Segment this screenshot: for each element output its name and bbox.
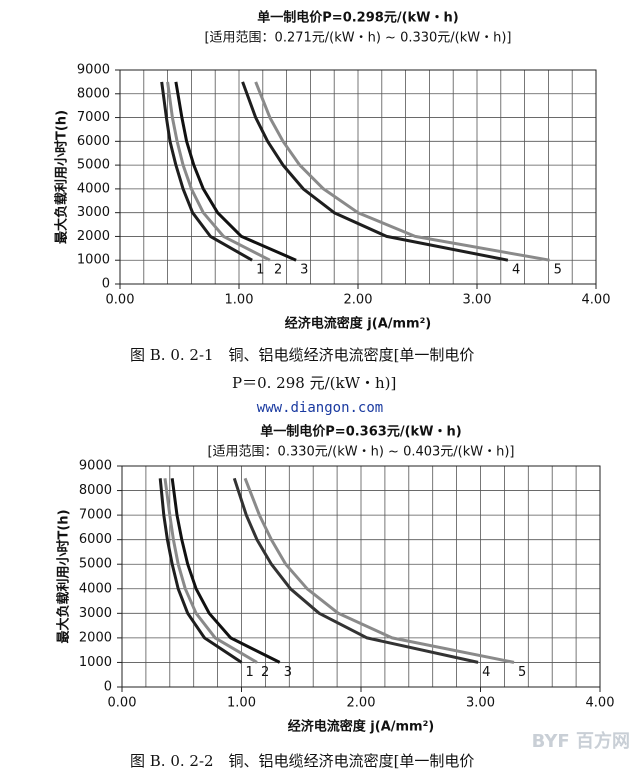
- series-line: [241, 81, 509, 262]
- x-tick-label: 3.00: [463, 293, 492, 308]
- y-tick-label: 3000: [79, 606, 112, 621]
- x-tick-label: 4.00: [582, 293, 611, 308]
- y-tick-label: 4000: [77, 181, 110, 196]
- y-tick-label: 0: [102, 277, 110, 292]
- y-tick-label: 4000: [79, 581, 112, 596]
- y-tick-label: 9000: [77, 63, 110, 78]
- figure-caption: P＝0. 298 元/(kW・h)]: [232, 374, 396, 392]
- chart-subtitle: [适用范围：0.271元/(kW・h) ~ 0.330元/(kW・h)]: [204, 31, 511, 46]
- series-label: 3: [284, 665, 292, 680]
- chart-subtitle: [适用范围：0.330元/(kW・h) ~ 0.403元/(kW・h)]: [207, 445, 514, 460]
- plot-frame: [119, 69, 597, 285]
- x-tick-label: 3.00: [466, 696, 495, 711]
- y-tick-label: 1000: [79, 655, 112, 670]
- y-tick-label: 7000: [77, 110, 110, 125]
- y-tick-label: 6000: [77, 134, 110, 149]
- x-axis-label: 经济电流密度 j(A/mm²): [288, 719, 434, 735]
- plot-frame: [121, 465, 601, 688]
- series-line: [170, 478, 281, 664]
- series-label: 1: [256, 263, 264, 278]
- y-tick-label: 0: [104, 680, 112, 695]
- series-line: [232, 477, 479, 664]
- series-label: 5: [554, 263, 562, 278]
- series-line: [163, 478, 258, 664]
- y-tick-label: 2000: [77, 229, 110, 244]
- x-tick-label: 4.00: [586, 696, 615, 711]
- series-label: 1: [246, 665, 254, 680]
- x-axis-label: 经济电流密度 j(A/mm²): [285, 316, 431, 332]
- series-label: 2: [274, 263, 282, 278]
- y-tick-label: 5000: [79, 557, 112, 572]
- chart-title: 单一制电价P=0.298元/(kW・h): [257, 10, 458, 26]
- y-tick-label: 6000: [79, 532, 112, 547]
- series-line: [158, 478, 243, 664]
- watermark: BYF 百方网: [532, 730, 630, 752]
- x-tick-label: 0.00: [108, 696, 137, 711]
- y-tick-label: 8000: [79, 483, 112, 498]
- x-tick-label: 1.00: [227, 696, 256, 711]
- x-tick-label: 1.00: [225, 293, 254, 308]
- chart-title: 单一制电价P=0.363元/(kW・h): [260, 424, 461, 440]
- series-line: [160, 81, 253, 262]
- x-tick-label: 2.00: [347, 696, 376, 711]
- x-tick-label: 2.00: [344, 293, 373, 308]
- figure-caption: 图 B. 0. 2-2 铜、铝电缆经济电流密度[单一制电价: [130, 752, 474, 770]
- y-tick-label: 7000: [79, 508, 112, 523]
- y-tick-label: 2000: [79, 630, 112, 645]
- y-tick-label: 5000: [77, 158, 110, 173]
- series-line: [243, 477, 515, 664]
- series-line: [254, 81, 550, 262]
- series-label: 4: [482, 665, 490, 680]
- x-tick-label: 0.00: [106, 293, 135, 308]
- series-label: 4: [512, 263, 520, 278]
- y-tick-label: 8000: [77, 86, 110, 101]
- y-axis-label: 最大负载利用小时T(h): [56, 509, 72, 643]
- series-line: [166, 81, 271, 262]
- series-label: 5: [518, 665, 526, 680]
- y-tick-label: 9000: [79, 459, 112, 474]
- figure-caption: 图 B. 0. 2-1 铜、铝电缆经济电流密度[单一制电价: [130, 346, 474, 364]
- y-tick-label: 3000: [77, 205, 110, 220]
- series-label: 3: [300, 263, 308, 278]
- y-tick-label: 1000: [77, 253, 110, 268]
- y-axis-label: 最大负载利用小时T(h): [54, 110, 70, 244]
- website: www.diangon.com: [257, 400, 383, 416]
- series-label: 2: [261, 665, 269, 680]
- series-line: [174, 81, 297, 262]
